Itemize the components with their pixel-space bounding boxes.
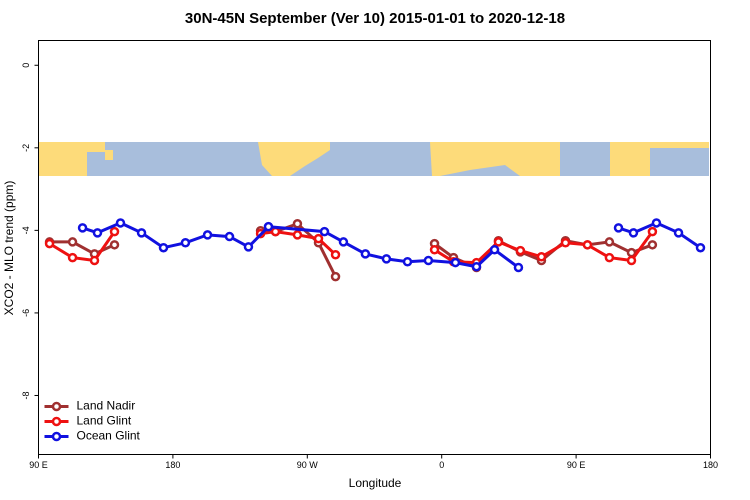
y-tick-label: -6 bbox=[21, 309, 31, 317]
x-tick-label: 0 bbox=[439, 460, 444, 470]
data-point bbox=[67, 252, 78, 263]
legend-label: Land Glint bbox=[77, 414, 132, 428]
x-tick-label: 90 E bbox=[567, 460, 586, 470]
data-point bbox=[515, 245, 526, 256]
data-point bbox=[582, 240, 593, 250]
data-point bbox=[292, 230, 303, 240]
data-point bbox=[613, 223, 624, 233]
data-point bbox=[673, 228, 684, 238]
data-point bbox=[647, 226, 658, 237]
data-point bbox=[89, 255, 100, 266]
data-point bbox=[109, 240, 120, 250]
data-point bbox=[136, 228, 147, 238]
data-point bbox=[604, 237, 615, 247]
legend-label: Land Nadir bbox=[77, 399, 136, 413]
y-tick-label: -4 bbox=[21, 226, 31, 234]
map-band bbox=[39, 142, 709, 176]
x-tick-label: 90 E bbox=[29, 460, 48, 470]
data-point bbox=[330, 271, 341, 282]
data-point bbox=[493, 237, 504, 247]
y-tick-label: -8 bbox=[21, 391, 31, 399]
data-point bbox=[471, 261, 482, 272]
x-tick-label: 90 W bbox=[297, 460, 319, 470]
y-tick-label: -2 bbox=[21, 144, 31, 152]
data-point bbox=[429, 245, 440, 255]
data-point bbox=[651, 218, 662, 228]
data-point bbox=[450, 257, 461, 268]
data-point bbox=[402, 256, 413, 267]
data-point bbox=[202, 230, 213, 240]
data-point bbox=[513, 262, 524, 273]
x-axis-label: Longitude bbox=[349, 476, 402, 490]
data-point bbox=[695, 242, 706, 253]
data-point bbox=[330, 249, 341, 260]
data-point bbox=[560, 238, 571, 248]
data-point bbox=[158, 242, 169, 253]
y-tick-label: 0 bbox=[21, 63, 31, 68]
data-point bbox=[92, 228, 103, 238]
data-point bbox=[44, 238, 55, 249]
data-point bbox=[263, 221, 274, 232]
data-point bbox=[270, 226, 281, 237]
data-point bbox=[109, 226, 120, 237]
x-tick-label: 180 bbox=[703, 460, 718, 470]
data-point bbox=[626, 255, 637, 266]
data-point bbox=[423, 255, 434, 266]
data-point bbox=[319, 226, 330, 237]
data-point bbox=[180, 238, 191, 248]
data-point bbox=[360, 249, 371, 259]
data-point bbox=[292, 219, 303, 229]
legend-marker bbox=[51, 401, 62, 412]
legend-marker bbox=[51, 431, 62, 442]
data-point bbox=[381, 254, 392, 264]
y-axis-label: XCO2 - MLO trend (ppm) bbox=[2, 181, 16, 316]
data-point bbox=[67, 237, 78, 247]
plot-frame bbox=[38, 40, 711, 455]
data-point bbox=[628, 228, 639, 238]
chart-title: 30N-45N September (Ver 10) 2015-01-01 to… bbox=[185, 10, 565, 27]
legend-label: Ocean Glint bbox=[77, 429, 141, 443]
x-tick-label: 180 bbox=[165, 460, 180, 470]
data-point bbox=[489, 245, 500, 255]
data-point bbox=[338, 237, 349, 247]
legend-marker bbox=[51, 416, 62, 427]
data-point bbox=[243, 242, 254, 252]
data-point bbox=[647, 240, 658, 250]
data-point bbox=[604, 252, 615, 263]
data-point bbox=[536, 252, 547, 262]
data-point bbox=[313, 233, 324, 244]
data-point bbox=[115, 218, 126, 228]
data-point bbox=[77, 223, 88, 233]
data-point bbox=[224, 231, 235, 242]
